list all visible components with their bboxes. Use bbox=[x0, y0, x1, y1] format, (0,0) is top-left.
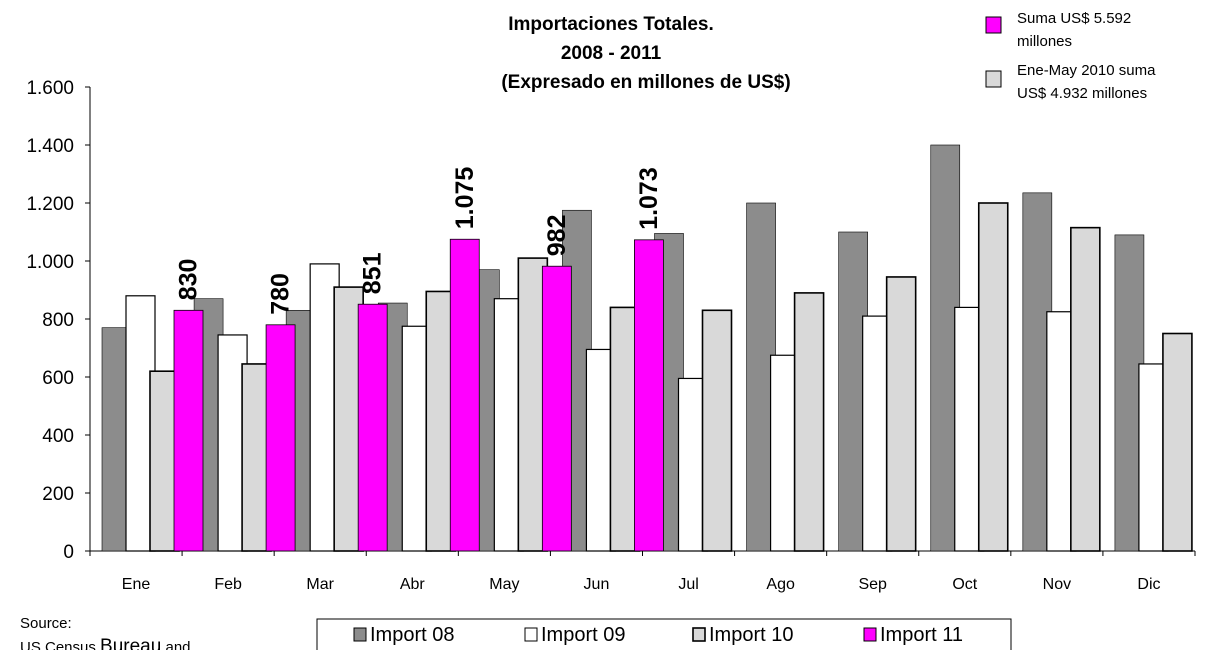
x-tick-label: Nov bbox=[1043, 576, 1071, 593]
y-tick-label: 1.400 bbox=[26, 136, 74, 157]
title-line-1: Importaciones Totales. bbox=[508, 14, 714, 35]
bar-import-11-ene bbox=[173, 309, 204, 552]
source-line-2b: Bureau bbox=[100, 636, 161, 650]
bars bbox=[101, 144, 1193, 552]
x-axis: Ene Feb Mar Abr May Jun Jul Ago Sep Oct Nov Dic bbox=[89, 550, 1196, 593]
bar-import-10-oct bbox=[977, 202, 1009, 552]
bar-import-11-mar bbox=[357, 303, 388, 552]
bar-import-11-jun bbox=[634, 239, 664, 552]
annotation-swatch-grey bbox=[985, 70, 1002, 88]
legend-label-import-09: Import 09 bbox=[541, 624, 625, 646]
bar-import-10-dic bbox=[1162, 332, 1193, 552]
source-line-2: US Census Bureau and bbox=[20, 636, 191, 650]
legend-swatch-import-08 bbox=[353, 627, 367, 642]
y-tick-label: 800 bbox=[42, 310, 74, 331]
data-labels: 830 780 851 1.075 982 1.073 bbox=[175, 167, 663, 315]
annotation-suma-line-2: millones bbox=[1017, 33, 1072, 50]
x-tick-label: May bbox=[489, 576, 519, 593]
y-tick-label: 1.000 bbox=[26, 252, 74, 273]
y-tick-label: 1.200 bbox=[26, 194, 74, 215]
bar-import-10-nov bbox=[1070, 226, 1101, 552]
source-note: Source: US Census Bureau and bbox=[20, 615, 191, 650]
annotation-suma-2011: Suma US$ 5.592 millones bbox=[985, 10, 1131, 50]
x-tick-label: Jul bbox=[678, 576, 698, 593]
x-tick-label: Abr bbox=[400, 576, 426, 593]
x-tick-label: Jun bbox=[584, 576, 610, 593]
annotation-2010-line-2: US$ 4.932 millones bbox=[1017, 85, 1147, 102]
source-line-2a: US Census bbox=[20, 639, 100, 650]
chart-title: Importaciones Totales. 2008 - 2011 (Expr… bbox=[501, 14, 790, 93]
x-tick-label: Dic bbox=[1137, 576, 1160, 593]
legend-swatch-import-11 bbox=[863, 627, 877, 642]
legend-label-import-08: Import 08 bbox=[370, 624, 454, 646]
x-tick-label: Sep bbox=[858, 576, 887, 593]
title-line-2: 2008 - 2011 bbox=[561, 43, 662, 64]
annotation-ene-may-2010: Ene-May 2010 suma US$ 4.932 millones bbox=[985, 62, 1156, 102]
bar-import-10-ago bbox=[793, 292, 825, 552]
x-tick-label: Ago bbox=[766, 576, 795, 593]
data-label-mar: 851 bbox=[359, 252, 387, 294]
y-tick-label: 600 bbox=[42, 368, 74, 389]
legend-label-import-10: Import 10 bbox=[709, 624, 793, 646]
data-label-jun: 1.073 bbox=[635, 167, 663, 230]
y-tick-label: 200 bbox=[42, 484, 74, 505]
x-tick-label: Oct bbox=[952, 576, 977, 593]
legend-label-import-11: Import 11 bbox=[880, 624, 963, 646]
annotation-suma-line-1: Suma US$ 5.592 bbox=[1017, 10, 1131, 27]
data-label-ene: 830 bbox=[175, 259, 203, 301]
bar-import-11-may bbox=[541, 265, 572, 552]
x-tick-label: Feb bbox=[214, 576, 242, 593]
y-tick-label: 1.600 bbox=[26, 78, 74, 99]
y-tick-label: 400 bbox=[42, 426, 74, 447]
annotation-2010-line-1: Ene-May 2010 suma bbox=[1017, 62, 1156, 79]
y-tick-label: 0 bbox=[63, 542, 74, 563]
y-axis: 0 200 400 600 800 1.000 1.200 1.400 1.600 bbox=[26, 78, 91, 563]
bar-import-10-sep bbox=[885, 276, 917, 552]
bar-import-11-abr bbox=[449, 238, 480, 552]
bar-import-10-jul bbox=[701, 309, 733, 552]
source-line-2c: and bbox=[161, 639, 190, 650]
legend-swatch-import-09 bbox=[524, 627, 538, 642]
x-tick-label: Mar bbox=[306, 576, 334, 593]
legend-box bbox=[316, 618, 1012, 650]
source-line-1: Source: bbox=[20, 615, 72, 632]
title-line-3: (Expresado en millones de US$) bbox=[501, 72, 790, 93]
data-label-abr: 1.075 bbox=[451, 167, 479, 230]
x-tick-label: Ene bbox=[122, 576, 151, 593]
data-label-may: 982 bbox=[543, 215, 571, 257]
legend: Import 08 Import 09 Import 10 Import 11 bbox=[316, 618, 1012, 650]
annotation-swatch-magenta bbox=[985, 16, 1002, 34]
legend-swatch-import-10 bbox=[692, 627, 706, 642]
bar-import-11-feb bbox=[265, 324, 296, 552]
data-label-feb: 780 bbox=[267, 273, 295, 315]
